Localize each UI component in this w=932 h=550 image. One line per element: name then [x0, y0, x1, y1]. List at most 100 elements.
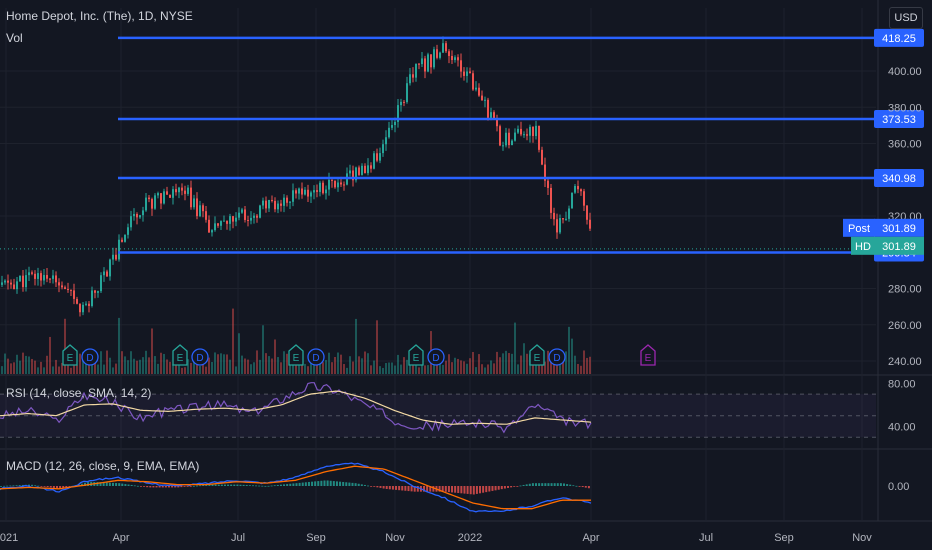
candle-body[interactable]: [583, 191, 585, 206]
candle-body[interactable]: [385, 137, 387, 145]
candle-body[interactable]: [34, 273, 36, 279]
candle-body[interactable]: [187, 187, 189, 194]
candle-body[interactable]: [316, 190, 318, 192]
candle-body[interactable]: [544, 164, 546, 181]
candle-body[interactable]: [79, 303, 81, 313]
candle-body[interactable]: [349, 170, 351, 174]
candle-body[interactable]: [472, 73, 474, 90]
candle-body[interactable]: [28, 272, 30, 276]
candle-body[interactable]: [130, 216, 132, 228]
candle-body[interactable]: [337, 182, 339, 188]
candle-body[interactable]: [46, 275, 48, 279]
candle-body[interactable]: [19, 275, 21, 282]
candle-body[interactable]: [448, 51, 450, 56]
candle-body[interactable]: [226, 220, 228, 224]
candle-body[interactable]: [541, 149, 543, 165]
candle-body[interactable]: [547, 180, 549, 188]
candle-body[interactable]: [388, 127, 390, 138]
candle-body[interactable]: [295, 190, 297, 194]
candle-body[interactable]: [265, 200, 267, 209]
candle-body[interactable]: [88, 303, 90, 306]
dividend-marker[interactable]: [548, 348, 566, 366]
candle-body[interactable]: [562, 218, 564, 220]
candle-body[interactable]: [67, 289, 69, 291]
candle-body[interactable]: [508, 132, 510, 146]
candle-body[interactable]: [571, 192, 573, 209]
candle-body[interactable]: [379, 153, 381, 161]
candle-body[interactable]: [31, 272, 33, 274]
candle-body[interactable]: [373, 153, 375, 169]
candle-body[interactable]: [460, 60, 462, 72]
candle-body[interactable]: [394, 121, 396, 126]
candle-body[interactable]: [124, 234, 126, 242]
candle-body[interactable]: [535, 125, 537, 137]
candle-body[interactable]: [13, 284, 15, 290]
candle-body[interactable]: [103, 271, 105, 276]
candle-body[interactable]: [586, 205, 588, 220]
candle-body[interactable]: [127, 227, 129, 235]
candle-body[interactable]: [421, 58, 423, 65]
candle-body[interactable]: [532, 126, 534, 137]
earnings-marker[interactable]: [62, 344, 78, 366]
candle-body[interactable]: [469, 71, 471, 74]
candle-body[interactable]: [556, 219, 558, 233]
candle-body[interactable]: [301, 188, 303, 195]
candle-body[interactable]: [25, 275, 27, 288]
candle-body[interactable]: [136, 213, 138, 218]
candle-body[interactable]: [157, 193, 159, 196]
candle-body[interactable]: [559, 218, 561, 233]
candle-body[interactable]: [589, 219, 591, 229]
candle-body[interactable]: [196, 198, 198, 217]
candle-body[interactable]: [568, 208, 570, 219]
candle-body[interactable]: [217, 223, 219, 226]
candle-body[interactable]: [262, 200, 264, 206]
candle-body[interactable]: [139, 215, 141, 218]
candle-body[interactable]: [454, 57, 456, 61]
candle-body[interactable]: [484, 99, 486, 101]
candle-body[interactable]: [205, 211, 207, 220]
candle-body[interactable]: [85, 303, 87, 305]
candle-body[interactable]: [361, 165, 363, 175]
candle-body[interactable]: [352, 170, 354, 181]
candle-body[interactable]: [142, 210, 144, 216]
candle-body[interactable]: [253, 215, 255, 218]
candle-body[interactable]: [526, 134, 528, 136]
candle-body[interactable]: [16, 281, 18, 290]
earnings-marker[interactable]: [640, 344, 656, 366]
candle-body[interactable]: [151, 199, 153, 209]
candle-body[interactable]: [280, 203, 282, 206]
candle-body[interactable]: [154, 195, 156, 209]
candle-body[interactable]: [487, 99, 489, 118]
candle-body[interactable]: [178, 187, 180, 193]
candle-body[interactable]: [370, 165, 372, 169]
candle-body[interactable]: [376, 153, 378, 161]
candle-body[interactable]: [325, 189, 327, 194]
candle-body[interactable]: [244, 209, 246, 220]
earnings-marker[interactable]: [172, 344, 188, 366]
dividend-marker[interactable]: [191, 348, 209, 366]
candle-body[interactable]: [475, 87, 477, 90]
candle-body[interactable]: [1, 282, 3, 285]
candle-body[interactable]: [172, 189, 174, 198]
candle-body[interactable]: [466, 71, 468, 76]
candle-body[interactable]: [478, 87, 480, 96]
candle-body[interactable]: [37, 273, 39, 279]
candle-body[interactable]: [439, 52, 441, 58]
candle-body[interactable]: [298, 188, 300, 194]
candle-body[interactable]: [112, 254, 114, 260]
candle-body[interactable]: [436, 49, 438, 58]
candle-body[interactable]: [523, 134, 525, 136]
candle-body[interactable]: [427, 54, 429, 72]
candle-body[interactable]: [73, 290, 75, 299]
dividend-marker[interactable]: [427, 348, 445, 366]
candle-body[interactable]: [514, 132, 516, 141]
candle-body[interactable]: [367, 165, 369, 174]
candle-body[interactable]: [355, 167, 357, 181]
candle-body[interactable]: [382, 144, 384, 154]
candle-body[interactable]: [364, 165, 366, 174]
candle-body[interactable]: [400, 101, 402, 106]
candle-body[interactable]: [334, 180, 336, 188]
candle-body[interactable]: [7, 280, 9, 283]
